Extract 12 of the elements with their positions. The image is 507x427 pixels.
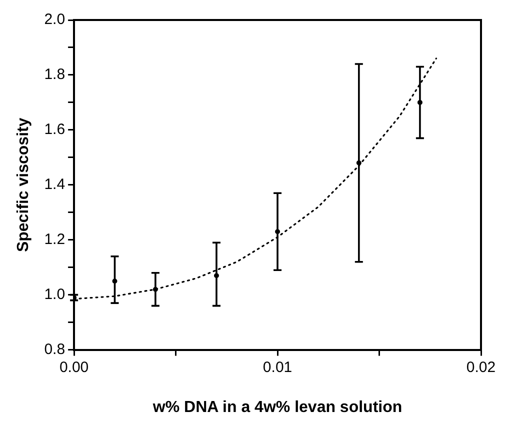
y-tick-label: 1.0 [44,286,66,303]
y-tick-label: 1.8 [44,66,66,84]
y-axis-title: Specific viscosity [15,118,32,252]
x-tick-label: 0.02 [466,358,496,376]
y-tick-label: 2.0 [44,11,66,28]
y-tick-label: 1.2 [44,231,66,248]
x-tick-label: 0.00 [59,358,89,376]
x-tick-label: 0.01 [262,358,292,376]
y-tick-label: 1.4 [44,176,66,194]
x-axis-title: w% DNA in a 4w% levan solution [152,398,402,416]
y-tick-label: 0.8 [44,340,66,358]
y-tick-label: 1.6 [44,121,66,138]
